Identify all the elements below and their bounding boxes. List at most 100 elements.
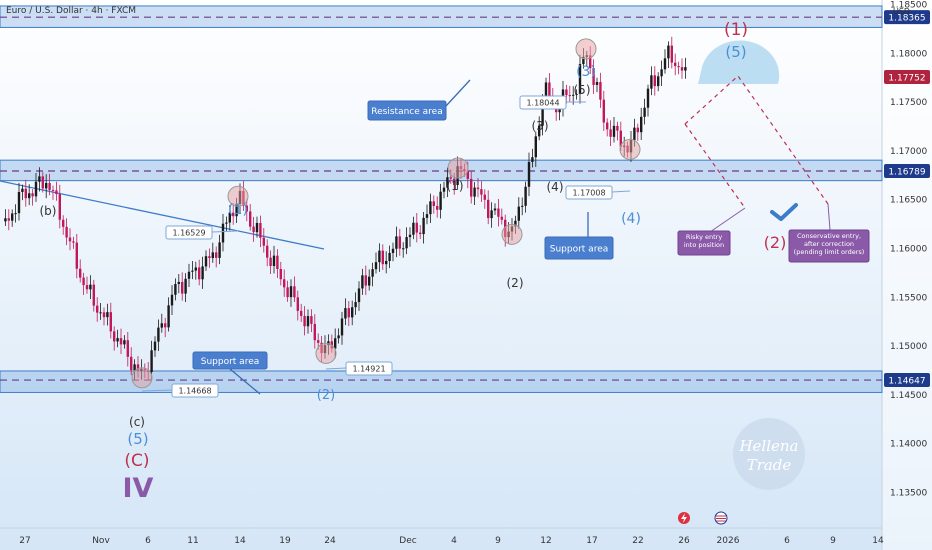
candle-body	[225, 222, 228, 224]
candle-body	[385, 260, 388, 265]
annotation-line: Resistance area	[371, 107, 442, 117]
candle-body	[565, 89, 568, 96]
candle-body	[313, 323, 316, 341]
candle-body	[96, 305, 99, 313]
candle-body	[636, 127, 639, 133]
candle-body	[388, 252, 391, 261]
y-tick-8: 1.14500	[890, 391, 927, 401]
x-tick-3: 11	[187, 536, 198, 546]
x-tick-10: 12	[540, 536, 551, 546]
y-tick-2: 1.17500	[890, 98, 927, 108]
candle-body	[177, 281, 180, 284]
candle-body	[55, 190, 58, 195]
candle-body	[232, 212, 235, 217]
wave-label-11: (5)	[574, 83, 591, 97]
x-tick-15: 6	[784, 536, 790, 546]
candle-body	[514, 220, 517, 227]
annotation-box-1[interactable]	[544, 236, 614, 260]
candle-body	[643, 107, 646, 117]
y-tick-0: 1.18500	[890, 1, 927, 11]
annotation-box-3[interactable]	[677, 230, 731, 256]
x-tick-2: 6	[145, 536, 151, 546]
wave-label-4: (C)	[124, 451, 149, 471]
candle-body	[106, 312, 109, 318]
candle-body	[133, 364, 136, 371]
candle-body	[371, 269, 374, 277]
candle-body	[184, 278, 187, 294]
candle-body	[517, 206, 520, 221]
wave-label-16: (2)	[764, 233, 787, 252]
candle-body	[606, 122, 609, 130]
candle-body	[439, 191, 442, 210]
price-tag-connector-2	[211, 230, 239, 233]
y-tick-1: 1.18000	[890, 49, 927, 59]
candle-body	[633, 127, 636, 141]
annotation-line: into position	[684, 241, 724, 249]
candle-body	[58, 194, 61, 220]
price-level-tag-0	[884, 10, 930, 25]
candle-body	[255, 222, 259, 233]
annotation-box-2[interactable]	[192, 351, 268, 370]
candle-body	[578, 64, 582, 94]
conservative-entry-pointer	[827, 203, 831, 231]
candle-body	[568, 95, 571, 97]
candle-body	[446, 177, 449, 188]
candle-body	[31, 193, 34, 197]
candle-body	[609, 129, 612, 137]
lightning-glyph	[681, 513, 687, 523]
candle-body	[116, 338, 119, 342]
candle-body	[201, 266, 204, 280]
candle-body	[351, 307, 354, 318]
pivot-circle-5	[315, 342, 337, 364]
wave-label-7: (1)	[447, 179, 464, 193]
candle-body	[595, 82, 599, 85]
annotation-label-0: Resistance area	[371, 107, 442, 117]
risky-entry-pointer	[709, 207, 746, 233]
candle-body	[602, 99, 605, 123]
candle-body	[575, 93, 578, 95]
wave-label-5: IV	[123, 473, 154, 504]
candle-body	[395, 236, 398, 249]
candle-body	[419, 232, 422, 235]
price-tag-2	[165, 225, 213, 240]
annotation-box-4[interactable]	[788, 229, 870, 263]
candle-body	[402, 248, 405, 250]
candle-body	[174, 283, 177, 295]
candle-body	[38, 176, 41, 182]
candle-body	[92, 284, 95, 306]
watermark-line1: Hellena	[738, 437, 798, 455]
projected-path-risky	[684, 123, 746, 209]
candle-body	[286, 287, 289, 298]
candle-body	[500, 216, 503, 220]
candle-body	[211, 252, 214, 259]
y-tick-6: 1.15500	[890, 293, 927, 303]
candle-body	[361, 275, 364, 289]
candle-body	[51, 189, 55, 191]
candle-body	[412, 222, 415, 235]
candle-body	[442, 187, 446, 192]
candle-body	[21, 188, 24, 192]
candle-body	[422, 217, 425, 235]
candle-body	[79, 268, 82, 278]
candle-body	[262, 237, 265, 246]
candle-body	[340, 318, 344, 336]
candle-body	[449, 177, 452, 179]
wave-label-10: (4)	[547, 180, 564, 194]
annotation-line: Conservative entry,	[797, 232, 861, 240]
candle-body	[490, 210, 493, 219]
y-tick-10: 1.13500	[890, 489, 927, 499]
wave-label-3: (5)	[127, 430, 148, 448]
watermark-line2: Trade	[747, 456, 792, 474]
candle-body	[109, 312, 112, 332]
price-level-label-0: 1.18365	[888, 14, 925, 24]
candle-body	[599, 82, 602, 100]
y-tick-7: 1.15000	[890, 342, 927, 352]
candle-body	[337, 335, 340, 339]
x-tick-14: 2026	[717, 536, 740, 546]
candle-body	[245, 205, 248, 212]
annotation-line: Support area	[201, 357, 260, 367]
annotation-box-0[interactable]	[367, 100, 447, 121]
descending-trendline[interactable]	[0, 180, 325, 250]
candle-body	[317, 340, 320, 343]
annotation-line: Risky entry	[686, 233, 722, 241]
